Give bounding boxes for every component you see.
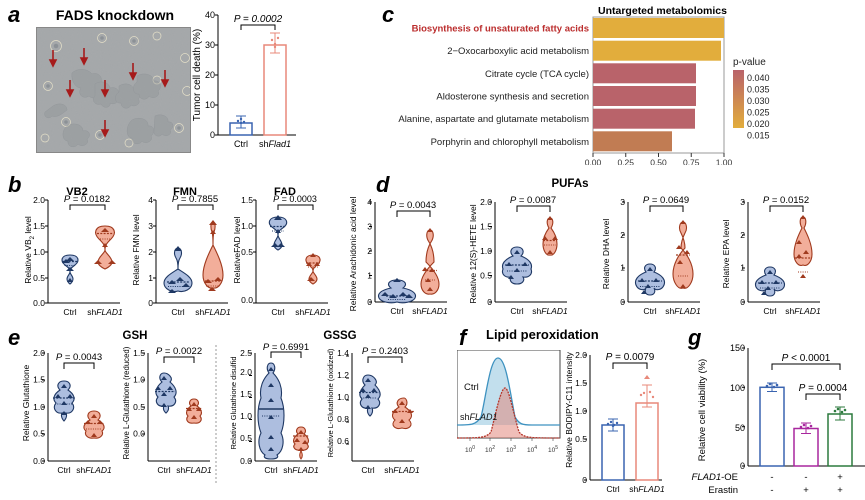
svg-text:P = 0.0004: P = 0.0004 <box>799 383 848 394</box>
svg-text:103: 103 <box>506 445 516 454</box>
svg-text:+: + <box>837 472 843 483</box>
svg-text:104: 104 <box>527 445 537 454</box>
svg-text:100: 100 <box>465 445 475 454</box>
svg-text:Relative Glutathione disulfid: Relative Glutathione disulfid <box>229 357 238 450</box>
svg-text:shFLAD1: shFLAD1 <box>460 412 498 422</box>
svg-text:P = 0.2403: P = 0.2403 <box>362 346 408 357</box>
svg-text:Relative L-Glutathione (reduce: Relative L-Glutathione (reduced) <box>122 346 131 459</box>
svg-text:Relative Glutathione: Relative Glutathione <box>21 364 31 441</box>
svg-text:shFLAD1: shFLAD1 <box>629 484 665 494</box>
svg-text:102: 102 <box>485 445 495 454</box>
svg-text:Erastin: Erastin <box>708 485 738 493</box>
svg-text:Ctrl: Ctrl <box>361 465 374 475</box>
svg-text:shFLAD1: shFLAD1 <box>176 465 212 475</box>
svg-text:-: - <box>770 485 773 493</box>
svg-text:shFLAD1: shFLAD1 <box>76 465 112 475</box>
svg-text:P = 0.0043: P = 0.0043 <box>56 352 102 363</box>
svg-text:Ctrl: Ctrl <box>57 465 70 475</box>
svg-text:P < 0.0001: P < 0.0001 <box>782 353 831 364</box>
svg-text:P = 0.0079: P = 0.0079 <box>606 352 655 363</box>
svg-text:P = 0.6991: P = 0.6991 <box>263 343 309 353</box>
svg-text:Ctrl: Ctrl <box>264 465 277 475</box>
svg-text:-: - <box>804 472 807 483</box>
svg-text:Relative L-Glutathione (oxidiz: Relative L-Glutathione (oxidized) <box>326 348 335 457</box>
svg-text:shFLAD1: shFLAD1 <box>384 465 420 475</box>
svg-text:P = 0.0022: P = 0.0022 <box>156 346 202 357</box>
svg-text:50: 50 <box>735 423 745 433</box>
svg-text:Ctrl: Ctrl <box>464 382 479 393</box>
svg-text:shFLAD1: shFLAD1 <box>283 465 319 475</box>
svg-text:FLAD1-OE: FLAD1-OE <box>692 472 738 483</box>
svg-text:100: 100 <box>730 383 745 393</box>
svg-text:105: 105 <box>548 445 558 454</box>
svg-text:+: + <box>837 485 843 493</box>
svg-text:Relative BODIPY-C11 intensity: Relative BODIPY-C11 intensity <box>564 351 574 467</box>
svg-text:+: + <box>803 485 809 493</box>
svg-text:Ctrl: Ctrl <box>606 484 619 494</box>
svg-text:-: - <box>770 472 773 483</box>
svg-text:Relative cell viability (%): Relative cell viability (%) <box>697 359 708 461</box>
svg-text:Ctrl: Ctrl <box>157 465 170 475</box>
